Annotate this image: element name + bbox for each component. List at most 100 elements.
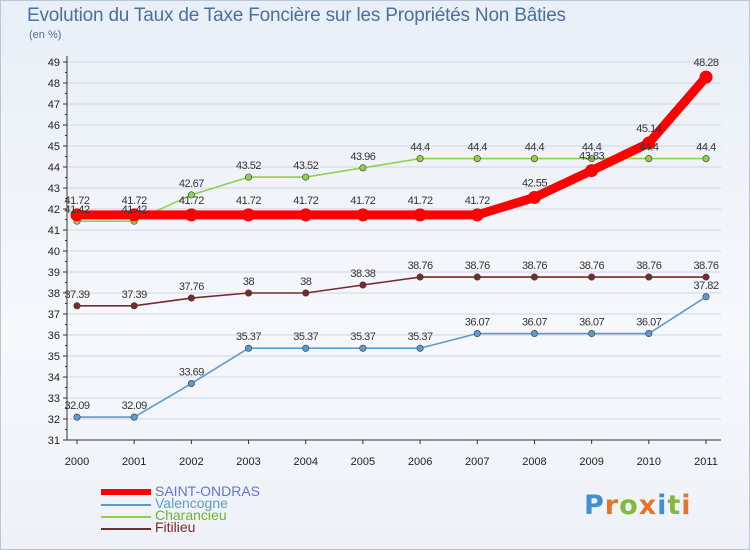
data-label: 38 [300, 276, 312, 288]
x-tick-label: 2007 [465, 456, 489, 468]
data-label: 38.76 [408, 260, 433, 272]
data-label: 38 [243, 276, 255, 288]
x-tick-label: 2006 [408, 456, 432, 468]
y-tick-label: 42 [48, 204, 60, 216]
data-label: 38.76 [693, 260, 718, 272]
data-label: 44.4 [410, 142, 430, 154]
series-line-charancieu [76, 157, 707, 222]
y-tick-label: 41 [48, 225, 60, 237]
data-point [184, 208, 198, 222]
series-saint-ondras [70, 70, 713, 222]
labels-fitilieu: 37.39 37.39 37.76 38 38 38.38 38.76 38.76 38.76 3… [64, 260, 719, 301]
data-label: 33.69 [179, 367, 204, 379]
y-tick-label: 34 [48, 372, 60, 384]
legend-label: Charancieu [155, 507, 227, 523]
y-tick-label: 39 [48, 267, 60, 279]
logo-letter: x [638, 490, 658, 521]
x-tick-label: 2005 [351, 456, 375, 468]
data-label: 38.76 [522, 260, 547, 272]
data-point [530, 330, 538, 338]
y-tick-label: 31 [48, 435, 60, 447]
chart-legend: SAINT-ONDRAS Valencogne Charancieu Fitilieu [101, 484, 361, 535]
data-label: 44.4 [639, 142, 659, 154]
legend-swatch [101, 516, 151, 518]
legend-label: Fitilieu [155, 519, 196, 535]
series-line-fitilieu [76, 276, 707, 307]
data-label: 38.76 [465, 260, 490, 272]
data-label: 35.37 [408, 331, 433, 343]
y-tick-label: 44 [48, 162, 60, 174]
labels-valencogne: 32.09 32.09 33.69 35.37 35.37 35.37 35.37 36.07… [64, 280, 719, 412]
data-label: 45.14 [636, 123, 661, 135]
data-point [299, 208, 313, 222]
series-valencogne [73, 293, 710, 421]
data-point [359, 164, 367, 172]
data-point [416, 155, 424, 163]
y-tick-label: 32 [48, 414, 60, 426]
logo-letter: i [657, 490, 668, 521]
logo-letter: t [667, 490, 682, 521]
data-label: 35.37 [350, 331, 375, 343]
data-point [187, 191, 195, 199]
y-tick-label: 46 [48, 120, 60, 132]
unit-label: (en %) [29, 29, 62, 41]
data-point [527, 190, 541, 204]
data-point [699, 70, 713, 84]
legend-swatch [101, 504, 151, 506]
data-point [130, 413, 138, 421]
data-label: 41.72 [179, 195, 204, 207]
y-tick-label: 48 [48, 78, 60, 90]
data-point [473, 273, 481, 281]
y-tick-label: 45 [48, 141, 60, 153]
data-point [470, 208, 484, 222]
x-tick-label: 2009 [579, 456, 603, 468]
data-label: 41.42 [64, 204, 89, 216]
logo-letter: r [604, 490, 620, 521]
data-point [702, 273, 710, 281]
labels-saint-ondras: 41.72 41.72 41.72 41.72 41.72 41.72 41.72 41.72… [64, 57, 719, 207]
data-label: 41.72 [465, 195, 490, 207]
data-label: 41.72 [122, 195, 147, 207]
labels-charancieu: 41.42 41.42 42.67 43.52 43.52 43.96 44.4 44.4 44… [64, 142, 716, 217]
data-point [702, 293, 710, 301]
y-tick-label: 49 [48, 57, 60, 69]
data-label: 43.52 [236, 160, 261, 172]
y-tick-label: 40 [48, 246, 60, 258]
data-label: 37.82 [693, 280, 718, 292]
data-label: 38.76 [636, 260, 661, 272]
data-point [73, 302, 81, 310]
data-label: 36.07 [636, 317, 661, 329]
data-label: 43.83 [579, 151, 604, 163]
data-label: 41.72 [408, 195, 433, 207]
data-label: 37.39 [122, 289, 147, 301]
logo-letter: P [584, 490, 605, 521]
grid-lines: 31 32 33 34 35 36 37 38 39 40 41 42 43 44 45 46 47 48 49 [48, 57, 721, 447]
data-point [302, 344, 310, 352]
data-point [473, 155, 481, 163]
data-label: 37.39 [64, 289, 89, 301]
x-ticks: 2000 2001 2002 2003 2004 2005 2006 2007 2008 2009… [65, 440, 718, 468]
data-point [588, 273, 596, 281]
data-point [588, 155, 596, 163]
data-point [416, 273, 424, 281]
y-tick-label: 38 [48, 288, 60, 300]
data-label: 42.67 [179, 178, 204, 190]
data-label: 42.55 [522, 177, 547, 189]
data-label: 48.28 [693, 57, 718, 69]
legend-item: SAINT-ONDRAS [101, 484, 361, 498]
legend-label: Valencogne [155, 495, 228, 511]
data-point [645, 330, 653, 338]
data-point [356, 208, 370, 222]
legend-item: Fitilieu [101, 519, 361, 535]
data-point [588, 330, 596, 338]
data-point [245, 289, 253, 297]
data-label: 32.09 [64, 400, 89, 412]
legend-item: Valencogne [101, 495, 361, 511]
x-tick-label: 2002 [179, 456, 203, 468]
data-point [702, 155, 710, 163]
data-point [530, 155, 538, 163]
data-point [642, 136, 656, 150]
series-line-valencogne [76, 295, 707, 418]
